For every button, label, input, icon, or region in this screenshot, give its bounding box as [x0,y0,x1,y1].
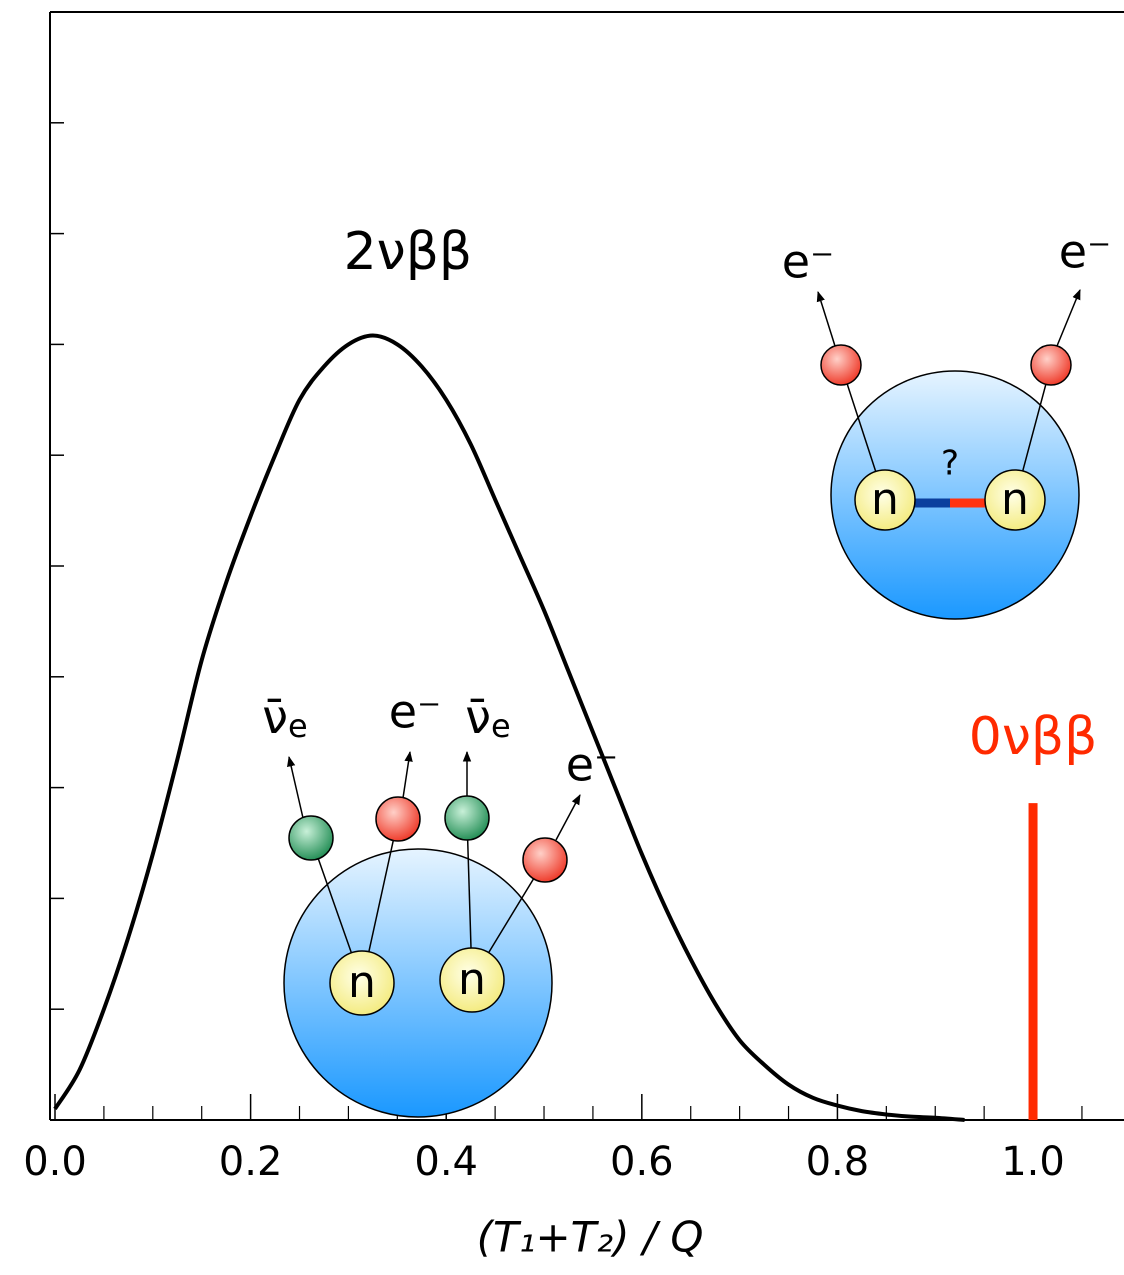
electron [375,796,421,842]
nucleus [830,370,1080,620]
x-tick-label: 0.2 [219,1139,283,1185]
spectrum-line [53,333,965,1122]
arrow [816,290,836,347]
neutron [984,469,1046,531]
diagram-label: n [348,957,376,1008]
neutron [329,950,395,1016]
x-tick-label: 0.4 [414,1139,478,1185]
neutron [854,469,916,531]
x-tick-label: 0.0 [23,1139,87,1185]
antineutrino [444,795,490,841]
arrow [402,750,413,799]
arrow [555,794,581,841]
x-tick-label: 1.0 [1001,1139,1065,1185]
series-label: 2νββ [344,222,473,282]
electron [1030,344,1072,386]
diagram-label: n [871,474,899,525]
diagram-label: e⁻ [566,738,619,792]
antineutrino-label: ν̄e [465,690,510,746]
electron [820,344,862,386]
x-tick-label: 0.6 [610,1139,674,1185]
antineutrino-label: ν̄e [262,690,307,746]
diagram-label: e⁻ [782,235,835,289]
antineutrino [288,815,334,861]
diagram-label: e⁻ [389,685,442,739]
arrow [1056,289,1081,347]
arrow [287,755,304,819]
x-tick-label: 0.8 [806,1139,870,1185]
diagram-label: n [458,954,486,1005]
x-axis-label: (T₁+T₂) / Q [477,1213,704,1262]
nucleus [283,848,553,1118]
neutron [439,947,505,1013]
diagram-label: ? [941,444,959,484]
diagram-label: n [1001,474,1029,525]
series-label: 0νββ [969,707,1098,767]
diagrams: n n ν̄e e⁻ ν̄e e⁻ n n? e⁻ e⁻ [262,225,1111,1118]
diagram-label: e⁻ [1059,225,1112,279]
electron [522,837,568,883]
